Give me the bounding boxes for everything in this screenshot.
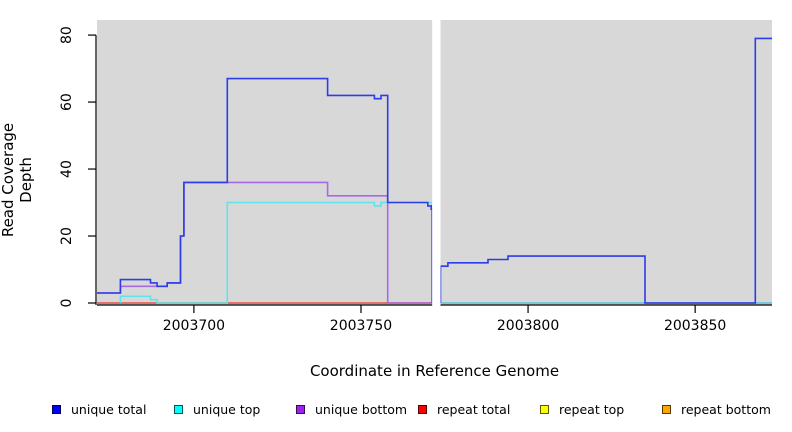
legend-swatch-icon — [418, 404, 427, 414]
legend-label: unique top — [193, 401, 261, 417]
coverage-gap-band — [432, 19, 441, 306]
legend-item-unique-total: unique total — [52, 402, 174, 417]
y-tick-label: 20 — [59, 227, 75, 245]
y-tick-label: 80 — [59, 26, 75, 44]
series-unique-top — [119, 201, 433, 304]
legend-swatch-icon — [540, 404, 549, 414]
legend: unique total unique top unique bottom repea… — [0, 399, 792, 419]
plot-area: 0 20 40 60 80 2003700 2003750 2003800 2003850 — [59, 19, 772, 334]
legend-swatch-icon — [296, 404, 305, 414]
y-tick-label: 40 — [59, 160, 75, 178]
x-tick-label: 2003750 — [330, 318, 392, 334]
legend-item-repeat-total: repeat total — [418, 402, 540, 417]
legend-item-unique-top: unique top — [174, 402, 296, 417]
y-tick-label: 0 — [59, 299, 75, 308]
x-tick-label: 2003850 — [664, 318, 726, 334]
legend-swatch-icon — [662, 404, 671, 414]
legend-label: unique total — [71, 401, 147, 417]
legend-swatch-icon — [174, 404, 183, 414]
legend-label: unique bottom — [315, 401, 408, 417]
y-tick-label: 60 — [59, 93, 75, 111]
series-unique-total — [97, 77, 433, 303]
legend-label: repeat top — [559, 401, 625, 417]
legend-item-unique-bottom: unique bottom — [296, 402, 418, 417]
legend-item-repeat-top: repeat top — [540, 402, 662, 417]
x-axis-title: Coordinate in Reference Genome — [309, 362, 560, 380]
legend-label: repeat total — [437, 401, 511, 417]
y-axis-title: Read Coverage Depth — [0, 122, 35, 238]
legend-label: repeat bottom — [681, 401, 771, 417]
x-tick-label: 2003800 — [497, 318, 559, 334]
series-unique-total — [439, 37, 772, 304]
x-tick-label: 2003700 — [163, 318, 225, 334]
legend-item-repeat-bottom: repeat bottom — [662, 402, 784, 417]
legend-swatch-icon — [52, 404, 61, 414]
